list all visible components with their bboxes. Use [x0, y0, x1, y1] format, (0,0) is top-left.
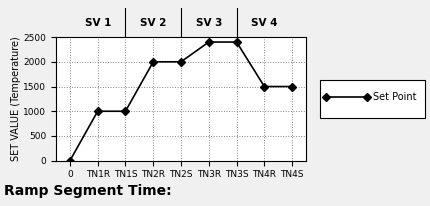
- FancyBboxPatch shape: [320, 80, 424, 118]
- Y-axis label: SET VALUE (Temperature): SET VALUE (Temperature): [10, 36, 21, 161]
- Text: Ramp Segment Time:: Ramp Segment Time:: [4, 184, 172, 198]
- Text: SV 3: SV 3: [195, 18, 221, 28]
- Text: Set Point: Set Point: [372, 92, 415, 102]
- Text: SV 2: SV 2: [140, 18, 166, 28]
- Text: SV 1: SV 1: [84, 18, 111, 28]
- Text: SV 4: SV 4: [251, 18, 277, 28]
